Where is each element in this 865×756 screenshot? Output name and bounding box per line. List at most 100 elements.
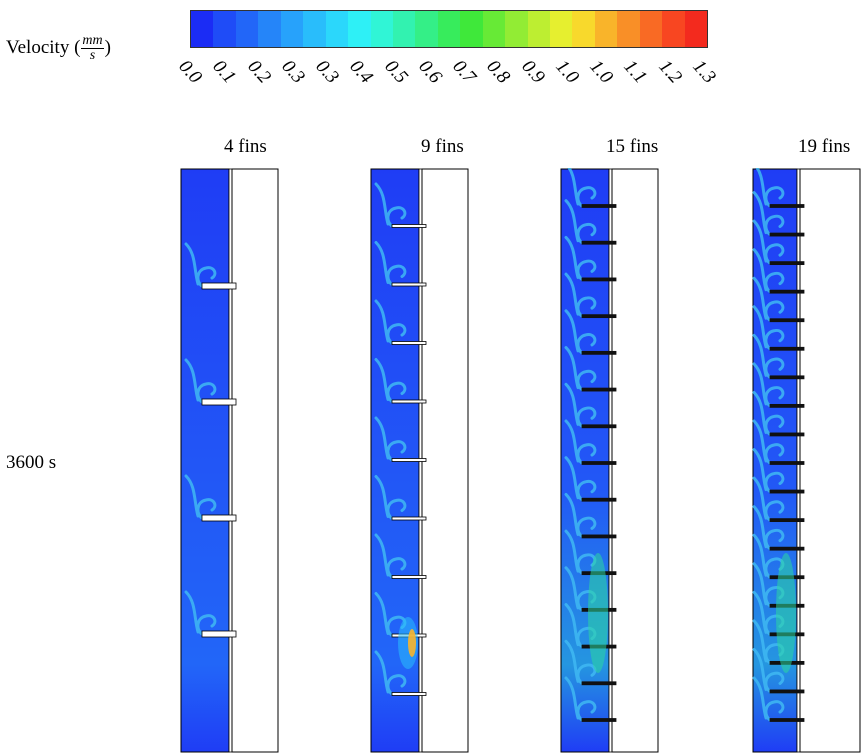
velocity-swirl [752, 248, 785, 294]
velocity-swirl [564, 456, 597, 502]
panel-9-fins [370, 168, 469, 753]
colorbar-segment [550, 11, 573, 47]
velocity-swirl [755, 168, 785, 208]
colorbar-tick-label: 0.6 [414, 56, 446, 88]
fin [391, 458, 427, 462]
velocity-swirl [184, 358, 217, 404]
velocity-swirl [752, 647, 785, 693]
velocity-swirl [752, 191, 785, 237]
fin [581, 277, 617, 282]
fin [201, 398, 237, 406]
velocity-swirl [184, 590, 217, 636]
solid-region [611, 168, 659, 753]
fin [581, 424, 617, 429]
colorbar-segment [437, 11, 461, 47]
velocity-swirl [752, 362, 785, 408]
velocity-swirl [752, 390, 785, 436]
time-label: 3600 s [6, 452, 57, 473]
colorbar-segment [392, 11, 416, 47]
fin [391, 282, 427, 287]
colorbar-tick-label: 0.3 [311, 56, 343, 88]
panel-label-9-fins: 9 fins [421, 136, 464, 157]
fin [769, 518, 805, 523]
colorbar-segment [639, 11, 663, 47]
velocity-swirl [374, 241, 407, 286]
velocity-swirl [564, 235, 597, 281]
legend-title-text: Velocity ( [6, 36, 81, 58]
solid-region [799, 168, 861, 753]
velocity-swirl [752, 219, 785, 265]
colorbar-segment [325, 11, 349, 47]
colorbar-tick-label: 1.2 [654, 56, 686, 88]
velocity-colorbar [190, 10, 708, 48]
colorbar-segment [572, 11, 595, 47]
velocity-swirl [564, 419, 597, 465]
velocity-swirl [752, 505, 785, 551]
velocity-swirl [564, 676, 597, 722]
solid-region [421, 168, 469, 753]
velocity-swirl [564, 199, 597, 245]
colorbar-segment [191, 11, 214, 47]
velocity-swirl [564, 382, 597, 428]
velocity-swirl [184, 242, 217, 288]
fin [769, 546, 805, 551]
velocity-swirl [752, 419, 785, 465]
colorbar-tick-label: 0.2 [242, 56, 275, 88]
legend-title: Velocity (mm s) [6, 34, 111, 63]
panel-label-4-fins: 4 fins [224, 136, 267, 157]
colorbar-segment [684, 11, 708, 47]
panel-label-15-fins: 15 fins [606, 136, 659, 157]
velocity-swirl [564, 492, 597, 538]
fin [769, 289, 805, 294]
velocity-swirl [564, 346, 597, 392]
unit-denominator: s [89, 48, 96, 63]
fin [391, 399, 427, 404]
velocity-swirl [374, 358, 407, 403]
fin [769, 718, 805, 722]
peak-velocity-spot [408, 629, 416, 657]
velocity-swirl [752, 676, 785, 722]
velocity-swirl [374, 416, 407, 462]
fin [581, 534, 617, 539]
velocity-swirl [564, 639, 597, 685]
colorbar-segment [617, 11, 640, 47]
panel-label-19-fins: 19 fins [798, 136, 851, 157]
velocity-swirl [752, 476, 785, 522]
colorbar-tick-label: 0.1 [208, 56, 241, 88]
colorbar-tick-label: 0.0 [174, 56, 206, 88]
fin [769, 432, 805, 437]
colorbar-tick-label: 1.3 [688, 56, 720, 88]
colorbar-tick-label: 0.4 [345, 56, 378, 88]
colorbar-segment [280, 11, 304, 47]
fin [769, 689, 805, 694]
velocity-swirl [374, 299, 407, 345]
fin [201, 514, 237, 522]
velocity-swirl [752, 276, 785, 322]
colorbar-tick-label: 1.0 [551, 56, 583, 88]
fin [581, 387, 617, 392]
fin [391, 692, 427, 696]
colorbar-segment [303, 11, 326, 47]
fin [769, 403, 805, 408]
legend-title-suffix: ) [104, 36, 111, 58]
fin [391, 575, 427, 579]
unit-numerator: mm [81, 33, 104, 49]
high-velocity-plume [776, 553, 796, 673]
velocity-swirl [374, 182, 407, 228]
colorbar-segment [662, 11, 685, 47]
fin [581, 461, 617, 465]
fin [581, 350, 617, 355]
fin [581, 497, 617, 502]
colorbar-segment [348, 11, 371, 47]
colorbar-segment [370, 11, 393, 47]
colorbar-tick-label: 0.9 [517, 56, 549, 88]
solid-region [231, 168, 279, 753]
colorbar-tick-label: 0.8 [482, 56, 515, 88]
velocity-swirl [374, 475, 407, 520]
fin [769, 318, 805, 323]
colorbar-segment [594, 11, 618, 47]
colorbar-segment [460, 11, 483, 47]
fin [769, 261, 805, 266]
fin [769, 489, 805, 494]
velocity-swirl [374, 650, 407, 696]
